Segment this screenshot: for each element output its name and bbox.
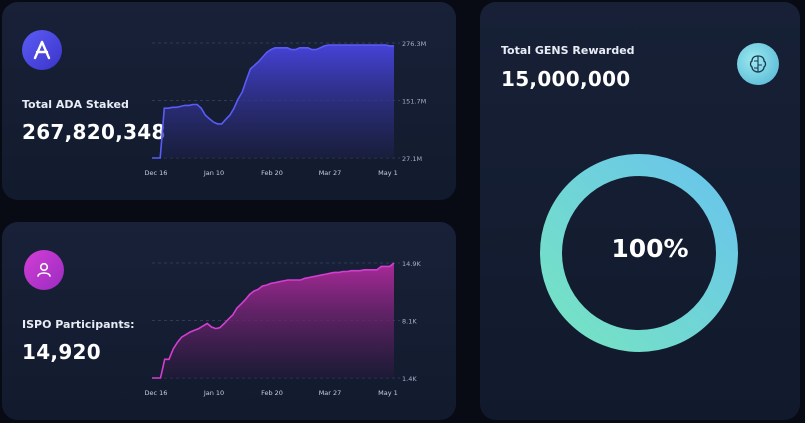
x-tick-label: Mar 27 xyxy=(319,169,342,177)
ispo-participants-value: 14,920 xyxy=(22,340,101,364)
x-tick-label: May 1 xyxy=(378,389,398,397)
ispo-area-fill xyxy=(152,263,394,378)
gens-progress-percent: 100% xyxy=(611,234,689,263)
x-tick-label: Feb 20 xyxy=(261,389,283,397)
ada-area-fill xyxy=(152,45,394,158)
ada-staked-label: Total ADA Staked xyxy=(22,98,129,111)
ring-progress-arc xyxy=(540,154,738,352)
cardano-icon xyxy=(22,30,62,70)
y-tick-label: 8.1K xyxy=(402,318,417,326)
user-icon xyxy=(24,250,64,290)
y-tick-label: 151.7M xyxy=(402,98,426,106)
x-tick-label: Dec 16 xyxy=(145,169,168,177)
gens-progress-ring xyxy=(540,154,738,352)
x-tick-label: Mar 27 xyxy=(319,389,342,397)
ada-series-line xyxy=(152,44,394,159)
x-tick-label: Jan 10 xyxy=(203,389,224,397)
ispo-participants-label: ISPO Participants: xyxy=(22,318,135,331)
brain-icon xyxy=(737,43,779,85)
ispo-participants-chart: 14.9K 8.1K 1.4K Dec 16 Jan 10 Feb 20 Mar 27 Ma… xyxy=(145,260,422,397)
y-tick-label: 1.4K xyxy=(402,375,417,383)
y-tick-label: 276.3M xyxy=(402,40,426,48)
y-tick-label: 27.1M xyxy=(402,155,422,163)
gens-rewarded-label: Total GENS Rewarded xyxy=(501,44,635,57)
ispo-series-line xyxy=(152,262,395,379)
x-tick-label: Feb 20 xyxy=(261,169,283,177)
x-tick-label: Jan 10 xyxy=(203,169,224,177)
x-tick-label: Dec 16 xyxy=(145,389,168,397)
ada-staked-value: 267,820,348 xyxy=(22,120,166,144)
ada-staked-chart: 276.3M 151.7M 27.1M Dec 16 Jan 10 Feb 20 Mar … xyxy=(145,40,427,177)
gens-rewarded-value: 15,000,000 xyxy=(501,67,631,91)
x-tick-label: May 1 xyxy=(378,169,398,177)
y-tick-label: 14.9K xyxy=(402,260,421,268)
